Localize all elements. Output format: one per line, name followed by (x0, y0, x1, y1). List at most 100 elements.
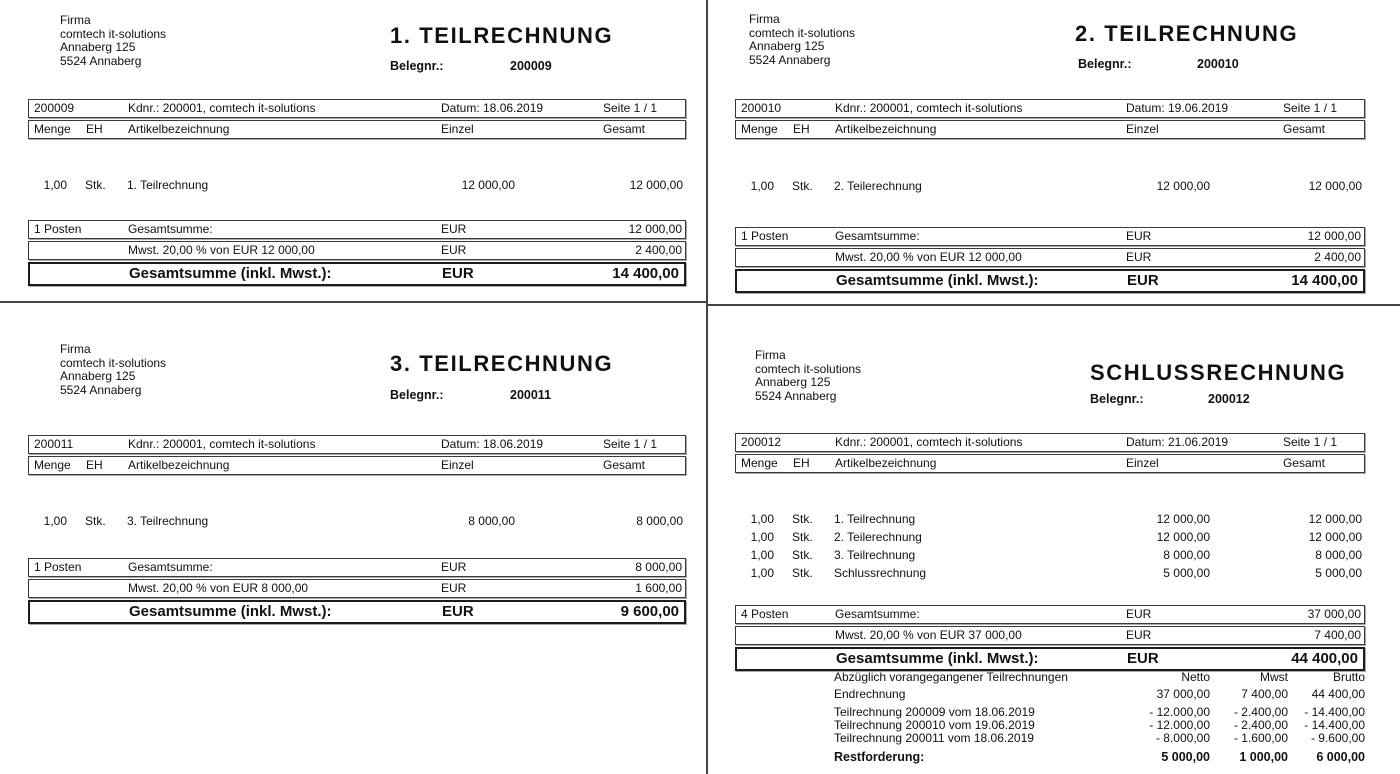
sender-line: comtech it-solutions (749, 25, 856, 40)
customer-ref: Kdnr.: 200001, comtech it-solutions (835, 435, 1023, 449)
col-menge: Menge (34, 458, 71, 472)
beleg-value: 200012 (1208, 392, 1250, 406)
item-unit-price: 12 000,00 (1156, 179, 1210, 193)
deduction-label: Teilrechnung 200010 vom 19.06.2019 (834, 718, 1035, 732)
info-table: 200009 Kdnr.: 200001, comtech it-solutio… (28, 99, 686, 141)
posten-count: 1 Posten (34, 222, 82, 236)
customer-ref: Kdnr.: 200001, comtech it-solutions (128, 101, 316, 115)
restforderung-netto: 5 000,00 (1161, 750, 1210, 764)
col-eh: EH (793, 456, 810, 470)
sender-line: Firma (60, 13, 91, 27)
item-row: 1,00 Stk. 3. Teilrechnung 8 000,00 8 000… (28, 512, 686, 530)
item-list: 1,00 Stk. 3. Teilrechnung 8 000,00 8 000… (28, 512, 686, 530)
currency-label: EUR (1126, 229, 1152, 243)
customer-ref: Kdnr.: 200001, comtech it-solutions (835, 101, 1023, 115)
item-qty: 1,00 (750, 566, 774, 580)
item-row: 1,00 Stk. 1. Teilrechnung 12 000,00 12 0… (735, 510, 1365, 528)
deduction-row-teilrechnung: Teilrechnung 200009 vom 18.06.2019 - 12.… (735, 705, 1365, 719)
info-row: 200010 Kdnr.: 200001, comtech it-solutio… (735, 99, 1365, 118)
sender-line: 5524 Annaberg (755, 388, 837, 403)
info-row: 200009 Kdnr.: 200001, comtech it-solutio… (28, 99, 686, 118)
summary-vat-row: Mwst. 20,00 % von EUR 37 000,00 EUR 7 40… (735, 626, 1365, 645)
summary-table: 4 Posten Gesamtsumme: EUR 37 000,00 Mwst… (735, 605, 1365, 673)
col-einzel: Einzel (441, 122, 474, 136)
item-qty: 1,00 (750, 530, 774, 544)
item-total: 12 000,00 (1308, 179, 1362, 193)
vat-label: Mwst. 20,00 % von EUR 37 000,00 (835, 628, 1022, 642)
deduction-netto: - 8.000,00 (1155, 731, 1210, 745)
summary-table: 1 Posten Gesamtsumme: EUR 12 000,00 Mwst… (735, 227, 1365, 295)
col-menge: Menge (741, 122, 778, 136)
column-header-row: Menge EH Artikelbezeichnung Einzel Gesam… (735, 454, 1365, 473)
invoice-panel-teilrechnung-2: Firma comtech it-solutions Annaberg 125 … (707, 0, 1400, 303)
vat-value: 2 400,00 (1314, 250, 1361, 264)
vat-value: 1 600,00 (635, 581, 682, 595)
currency-label: EUR (441, 222, 467, 236)
horizontal-divider-left (0, 301, 707, 303)
deduction-section: Abzüglich vorangegangener Teilrechnungen… (735, 668, 1365, 772)
restforderung-label: Restforderung: (834, 750, 925, 764)
total-value: 12 000,00 (1307, 229, 1361, 243)
item-unit-price: 8 000,00 (1163, 548, 1210, 562)
summary-vat-row: Mwst. 20,00 % von EUR 12 000,00 EUR 2 40… (735, 248, 1365, 267)
item-row: 1,00 Stk. Schlussrechnung 5 000,00 5 000… (735, 564, 1365, 582)
col-artikel: Artikelbezeichnung (128, 122, 230, 136)
deduction-row-teilrechnung: Teilrechnung 200011 vom 18.06.2019 - 8.0… (735, 731, 1365, 745)
item-row: 1,00 Stk. 1. Teilrechnung 12 000,00 12 0… (28, 176, 686, 194)
restforderung-row: Restforderung: 5 000,00 1 000,00 6 000,0… (735, 750, 1365, 764)
sender-address: Firma comtech it-solutions Annaberg 125 … (60, 13, 166, 68)
item-total: 5 000,00 (1315, 566, 1362, 580)
item-unit: Stk. (792, 512, 813, 526)
grand-total-value: 44 400,00 (1291, 650, 1358, 667)
invoice-title: SCHLUSSRECHNUNG (1090, 360, 1347, 385)
invoice-title: 3. TEILRECHNUNG (390, 351, 614, 376)
doc-number: 200009 (34, 101, 75, 115)
deduction-brutto: - 9.600,00 (1310, 731, 1365, 745)
sender-line: Annaberg 125 (749, 39, 825, 53)
deduction-mwst: - 1.600,00 (1233, 731, 1288, 745)
posten-count: 1 Posten (741, 229, 789, 243)
vat-label: Mwst. 20,00 % von EUR 12 000,00 (835, 250, 1022, 264)
total-value: 8 000,00 (635, 560, 682, 574)
sender-line: Annaberg 125 (60, 369, 136, 383)
page-indicator: Seite 1 / 1 (1283, 435, 1338, 449)
col-gesamt: Gesamt (1283, 122, 1326, 136)
grand-total-value: 14 400,00 (612, 265, 679, 282)
item-qty: 1,00 (750, 179, 774, 193)
restforderung-mwst: 1 000,00 (1239, 750, 1288, 764)
beleg-label: Belegnr.: (390, 388, 444, 402)
item-unit: Stk. (85, 514, 106, 528)
sender-line: comtech it-solutions (60, 355, 167, 370)
beleg-value: 200010 (1197, 57, 1239, 71)
deduction-label: Teilrechnung 200009 vom 18.06.2019 (834, 705, 1035, 719)
deduction-mwst: - 2.400,00 (1233, 705, 1288, 719)
col-artikel: Artikelbezeichnung (128, 458, 230, 472)
grand-total-row: Gesamtsumme (inkl. Mwst.): EUR 9 600,00 (28, 600, 686, 624)
summary-total-row: 4 Posten Gesamtsumme: EUR 37 000,00 (735, 605, 1365, 624)
item-total: 8 000,00 (1315, 548, 1362, 562)
invoice-panel-teilrechnung-3: Firma comtech it-solutions Annaberg 125 … (0, 303, 707, 774)
grand-total-row: Gesamtsumme (inkl. Mwst.): EUR 14 400,00 (735, 269, 1365, 293)
deduction-mwst: 7 400,00 (1241, 687, 1288, 701)
sender-line: comtech it-solutions (755, 361, 862, 376)
item-name: 2. Teilerechnung (834, 179, 922, 193)
summary-total-row: 1 Posten Gesamtsumme: EUR 12 000,00 (28, 220, 686, 239)
sender-line: Firma (60, 342, 91, 356)
item-qty: 1,00 (750, 512, 774, 526)
currency-label: EUR (1126, 607, 1152, 621)
item-row: 1,00 Stk. 3. Teilrechnung 8 000,00 8 000… (735, 546, 1365, 564)
deduction-netto: - 12.000,00 (1149, 718, 1210, 732)
currency-label: EUR (1127, 650, 1159, 667)
col-einzel: Einzel (1126, 456, 1159, 470)
grand-total-label: Gesamtsumme (inkl. Mwst.): (836, 650, 1039, 667)
sender-address: Firma comtech it-solutions Annaberg 125 … (60, 342, 167, 397)
invoice-title: 1. TEILRECHNUNG (390, 23, 614, 48)
beleg-label: Belegnr.: (1090, 392, 1144, 406)
item-unit: Stk. (85, 178, 106, 192)
deduction-brutto: - 14.400,00 (1304, 718, 1365, 732)
info-row: 200011 Kdnr.: 200001, comtech it-solutio… (28, 435, 686, 454)
sender-line: Firma (755, 348, 786, 362)
currency-label: EUR (442, 603, 474, 620)
grand-total-value: 9 600,00 (620, 603, 679, 620)
item-unit-price: 12 000,00 (461, 178, 515, 192)
